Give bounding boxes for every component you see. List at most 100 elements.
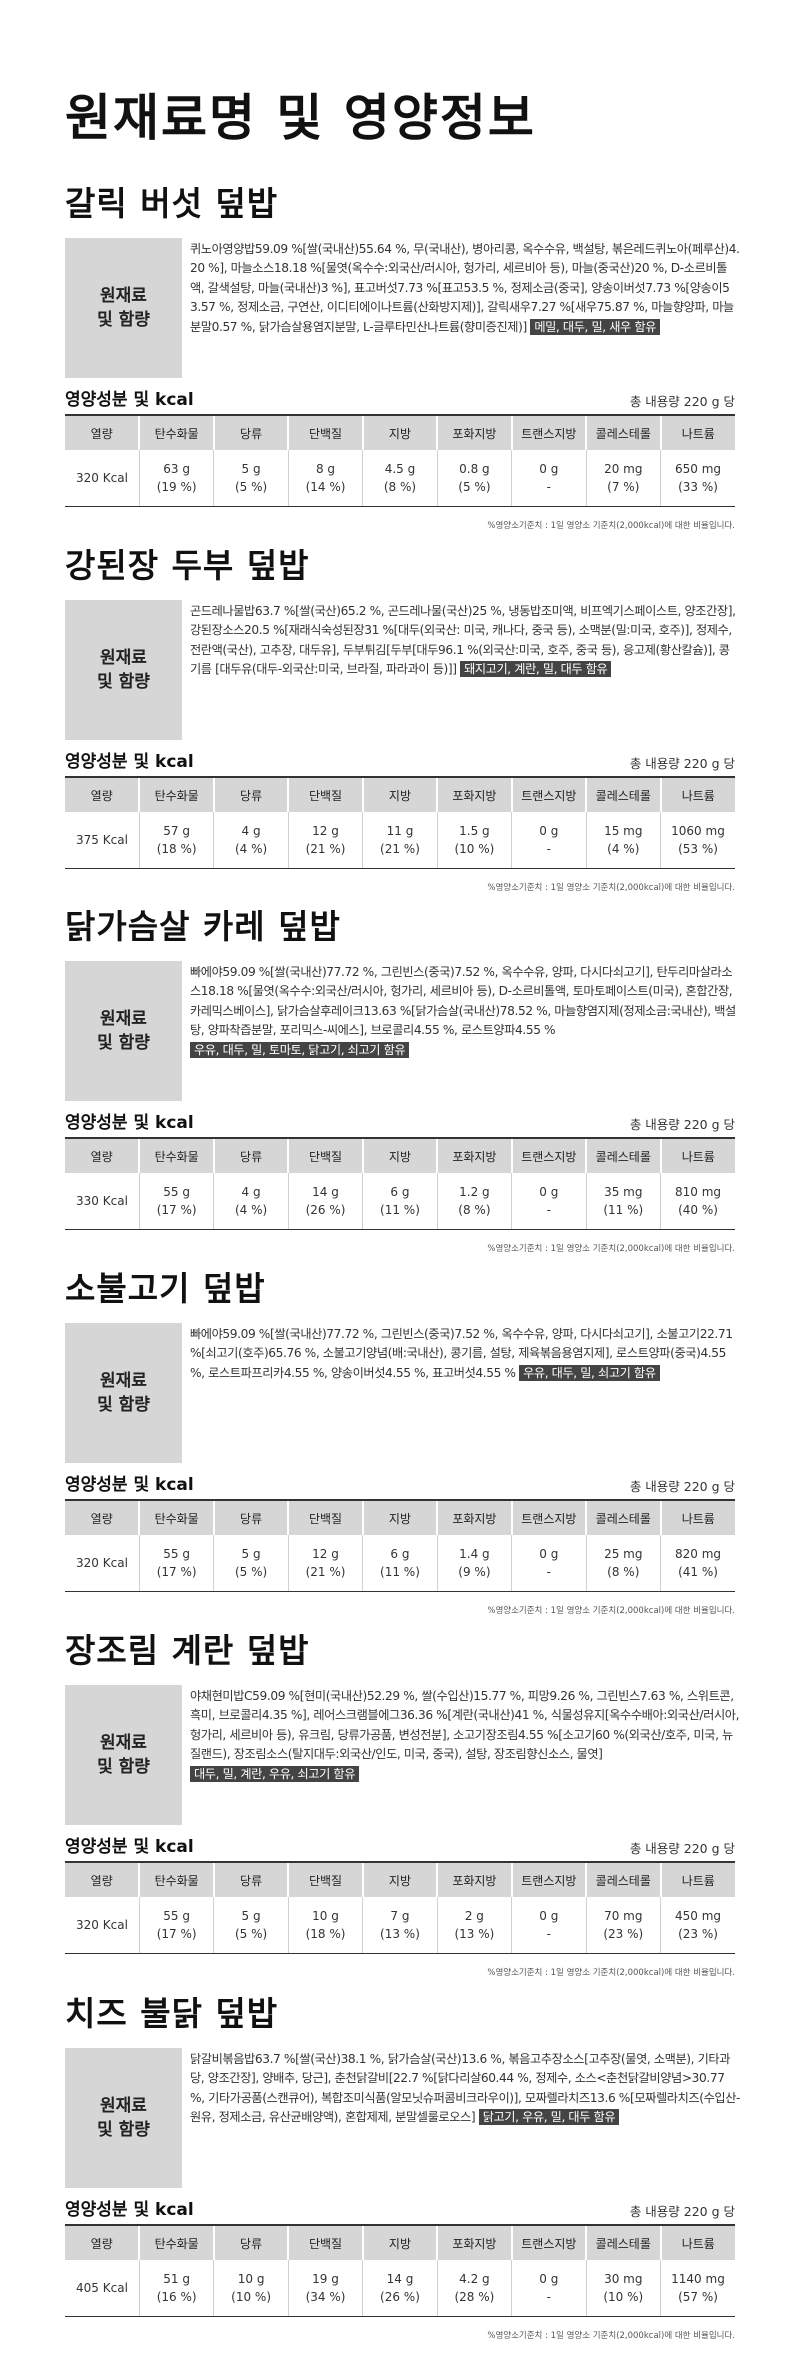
nutrition-value: 0 g xyxy=(539,1185,559,1199)
nutrition-cell: 820 mg (41 %) xyxy=(660,1535,735,1592)
nutrition-cell: 30 mg (10 %) xyxy=(585,2260,661,2317)
nutrition-percent: (19 %) xyxy=(156,480,197,494)
nutrition-value: 1140 mg xyxy=(671,2272,725,2286)
nutrition-value: 6 g xyxy=(390,1185,410,1199)
ingredients-label-line1: 원재료 xyxy=(100,648,147,668)
footnote: %영양소기준치 : 1일 영양소 기준치(2,000kcal)에 대한 비율입니… xyxy=(487,1606,735,1616)
column-header: 포화지방 xyxy=(436,1863,512,1897)
nutrition-cell: 51 g (16 %) xyxy=(138,2260,214,2317)
nutrition-cell: 320 Kcal xyxy=(65,1897,140,1954)
product-name: 소불고기 덮밥 xyxy=(65,1269,266,1308)
nutrition-cell: 7 g (13 %) xyxy=(362,1897,438,1954)
nutrition-value: 450 mg xyxy=(674,1909,722,1923)
ingredients-label-line2: 및 함량 xyxy=(97,672,150,692)
table-header-row: 열량 탄수화물 당류 단백질 지방 포화지방 트랜스지방 콜레스테롤 나트륨 xyxy=(65,2226,735,2260)
ingredients-label-line1: 원재료 xyxy=(100,286,147,306)
column-header: 트랜스지방 xyxy=(510,416,587,450)
nutrition-cell: 4 g (4 %) xyxy=(213,812,289,869)
nutrition-value: 20 mg xyxy=(604,462,643,476)
column-header: 당류 xyxy=(212,778,289,812)
nutrition-cell: 320 Kcal xyxy=(65,450,140,507)
column-header: 탄수화물 xyxy=(138,1501,214,1535)
footnote: %영양소기준치 : 1일 영양소 기준치(2,000kcal)에 대한 비율입니… xyxy=(487,1244,735,1254)
nutrition-cell: 5 g (5 %) xyxy=(213,1897,289,1954)
nutrition-value: 12 g xyxy=(312,824,339,838)
allergen-badge: 돼지고기, 계란, 밀, 대두 함유 xyxy=(460,661,612,678)
product-name: 장조림 계란 덮밥 xyxy=(65,1631,310,1670)
nutrition-value: 4 g xyxy=(241,824,261,838)
nutrition-value: 820 mg xyxy=(674,1547,722,1561)
nutrition-cell: 57 g (18 %) xyxy=(138,812,214,869)
nutrition-value: 14 g xyxy=(386,2272,414,2286)
nutrition-percent: - xyxy=(546,1927,552,1941)
nutrition-cell: 55 g (17 %) xyxy=(138,1897,214,1954)
ingredients-list: 곤드레나물밥63.7 %[쌀(국산)65.2 %, 곤드레나물(국산)25 %,… xyxy=(190,604,736,677)
footnote: %영양소기준치 : 1일 영양소 기준치(2,000kcal)에 대한 비율입니… xyxy=(487,1968,735,1978)
column-header: 지방 xyxy=(361,416,438,450)
ingredients-label-line1: 원재료 xyxy=(100,1371,147,1391)
column-header: 포화지방 xyxy=(436,2226,512,2260)
nutrition-value: 15 mg xyxy=(604,824,643,838)
column-header: 콜레스테롤 xyxy=(585,1863,661,1897)
total-amount: 총 내용량 220 g 당 xyxy=(629,1479,735,1494)
nutrition-cell: 0 g - xyxy=(511,450,587,507)
nutrition-title: 영양성분 및 kcal xyxy=(65,752,194,772)
nutrition-percent: (16 %) xyxy=(156,2290,197,2304)
column-header: 콜레스테롤 xyxy=(585,1139,661,1173)
product-name: 강된장 두부 덮밥 xyxy=(65,546,310,585)
nutrition-value: 6 g xyxy=(390,1547,410,1561)
nutrition-header: 영양성분 및 kcal 총 내용량 220 g 당 xyxy=(65,2196,735,2226)
nutrition-cell: 1060 mg (53 %) xyxy=(660,812,735,869)
allergen-badge: 닭고기, 우유, 밀, 대두 함유 xyxy=(478,2109,620,2126)
table-row: 375 Kcal 57 g (18 %) 4 g (4 %) 12 g (21 %) 11 g… xyxy=(65,812,735,869)
product-section: 소불고기 덮밥 원재료 및 함량 빠에야59.09 %[쌀(국내산)77.72 %, … xyxy=(65,1265,735,1616)
nutrition-value: 10 g xyxy=(237,2272,265,2286)
column-header: 단백질 xyxy=(287,416,363,450)
nutrition-percent: (11 %) xyxy=(603,1203,644,1217)
allergen-badge: 우유, 대두, 밀, 쇠고기 함유 xyxy=(519,1364,660,1381)
nutrition-cell: 6 g (11 %) xyxy=(362,1173,438,1230)
column-header: 콜레스테롤 xyxy=(585,1501,661,1535)
ingredients-label: 원재료 및 함량 xyxy=(65,238,182,378)
nutrition-header: 영양성분 및 kcal 총 내용량 220 g 당 xyxy=(65,386,735,416)
table-row: 320 Kcal 63 g (19 %) 5 g (5 %) 8 g (14 %) 4.5 g… xyxy=(65,450,735,507)
total-amount: 총 내용량 220 g 당 xyxy=(629,2204,735,2219)
nutrition-value: 810 mg xyxy=(674,1185,722,1199)
nutrition-cell: 70 mg (23 %) xyxy=(585,1897,661,1954)
nutrition-value: 12 g xyxy=(312,1547,339,1561)
column-header: 콜레스테롤 xyxy=(585,416,661,450)
nutrition-cell: 14 g (26 %) xyxy=(287,1173,363,1230)
nutrition-cell: 450 mg (23 %) xyxy=(660,1897,735,1954)
total-amount: 총 내용량 220 g 당 xyxy=(629,1841,735,1856)
nutrition-percent: (21 %) xyxy=(305,1565,346,1579)
column-header: 트랜스지방 xyxy=(510,1501,587,1535)
nutrition-cell: 55 g (17 %) xyxy=(138,1173,214,1230)
nutrition-percent: (8 %) xyxy=(458,1203,491,1217)
nutrition-cell: 19 g (34 %) xyxy=(287,2260,363,2317)
column-header: 탄수화물 xyxy=(138,2226,214,2260)
product-name: 닭가슴살 카레 덮밥 xyxy=(65,907,341,946)
nutrition-percent: - xyxy=(546,1565,552,1579)
column-header: 열량 xyxy=(65,416,140,450)
nutrition-percent: (5 %) xyxy=(234,1927,268,1941)
column-header: 포화지방 xyxy=(436,1501,512,1535)
nutrition-cell: 14 g (26 %) xyxy=(362,2260,438,2317)
allergen-badge: 메밀, 대두, 밀, 새우 함유 xyxy=(530,318,660,335)
nutrition-cell: 6 g (11 %) xyxy=(362,1535,438,1592)
nutrition-cell: 5 g (5 %) xyxy=(213,450,289,507)
nutrition-value: 320 Kcal xyxy=(76,1556,128,1570)
nutrition-cell: 12 g (21 %) xyxy=(287,1535,363,1592)
nutrition-value: 30 mg xyxy=(604,2272,643,2286)
allergen-badge: 우유, 대두, 밀, 토마토, 닭고기, 쇠고기 함유 xyxy=(190,1041,410,1058)
nutrition-value: 0 g xyxy=(539,462,559,476)
nutrition-cell: 12 g (21 %) xyxy=(287,812,363,869)
nutrition-cell: 35 mg (11 %) xyxy=(585,1173,661,1230)
nutrition-cell: 1.4 g (9 %) xyxy=(436,1535,512,1592)
nutrition-percent: (41 %) xyxy=(678,1565,718,1579)
product-section: 닭가슴살 카레 덮밥 원재료 및 함량 빠에야59.09 %[쌀(국내산)77.72 … xyxy=(65,903,736,1254)
column-header: 지방 xyxy=(361,778,438,812)
nutrition-cell: 1.5 g (10 %) xyxy=(436,812,512,869)
product-section: 갈릭 버섯 덮밥 원재료 및 함량 퀴노아영양밥59.09 %[쌀(국내산)55.64… xyxy=(65,180,740,531)
nutrition-cell: 0 g - xyxy=(511,1173,587,1230)
